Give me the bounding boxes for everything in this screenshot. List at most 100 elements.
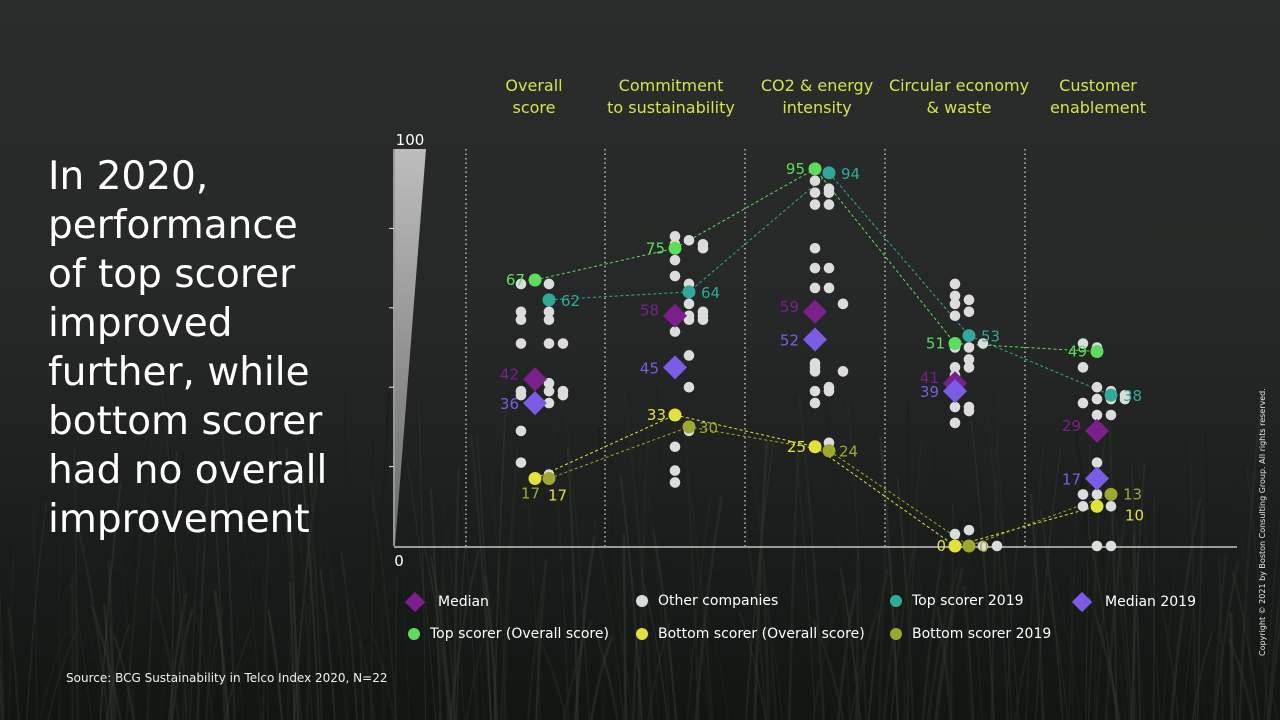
- label-median-0: 42: [500, 365, 519, 383]
- label-median-4: 29: [1062, 417, 1081, 435]
- legend-label: Top scorer (Overall score): [430, 626, 609, 642]
- point-bottom-1: [668, 408, 682, 422]
- column-header-customer-enablement: Customer enablement: [1049, 76, 1147, 117]
- other-company-point: [949, 298, 961, 310]
- other-company-point: [1077, 338, 1089, 349]
- other-company-point: [1105, 540, 1117, 552]
- other-company-point: [823, 385, 835, 397]
- other-company-point: [809, 199, 821, 210]
- point-top-2019-4: [1104, 388, 1118, 402]
- other-company-point: [543, 385, 555, 397]
- label-median-2019-4: 17: [1062, 471, 1081, 489]
- other-company-point: [1091, 489, 1103, 500]
- diamond-icon: [1071, 591, 1093, 613]
- column-header-co2-energy: CO2 & energy intensity: [760, 76, 874, 117]
- other-company-point: [515, 425, 527, 437]
- label-bottom-1: 33: [647, 406, 666, 424]
- other-company-point: [543, 338, 555, 349]
- series-line-top_2019: [548, 172, 1112, 396]
- other-company-point: [809, 242, 821, 254]
- other-company-point: [1091, 540, 1103, 552]
- point-bottom-2019-2: [822, 444, 836, 458]
- other-company-point: [809, 282, 821, 294]
- scale-wedge: [395, 149, 426, 546]
- other-company-point: [949, 290, 961, 302]
- point-top-2019-2: [822, 166, 836, 180]
- other-company-point: [837, 298, 849, 310]
- point-top-2019-0: [542, 293, 556, 307]
- point-top-1: [668, 241, 682, 255]
- other-company-point: [991, 540, 1003, 552]
- other-company-point: [543, 306, 555, 318]
- point-top-3: [948, 337, 962, 351]
- legend-item-bottom-2019: Bottom scorer 2019: [890, 626, 1051, 642]
- label-bottom-2: 25: [787, 438, 806, 456]
- other-company-point: [963, 294, 975, 306]
- other-company-point: [669, 231, 681, 242]
- point-median-1: [663, 303, 687, 328]
- other-company-point: [809, 262, 821, 274]
- other-company-point: [515, 278, 527, 290]
- other-company-point: [1119, 393, 1131, 405]
- other-company-point: [949, 278, 961, 290]
- label-bottom-3: 0: [936, 537, 946, 555]
- series-line-bottom: [534, 414, 1098, 547]
- other-company-point: [1091, 409, 1103, 421]
- column-header-overall-score: Overall score: [505, 76, 563, 117]
- label-top-3: 51: [926, 335, 945, 353]
- other-company-point: [1077, 397, 1089, 409]
- point-bottom-2: [808, 440, 822, 454]
- label-top-2019-3: 53: [981, 328, 1000, 346]
- label-top-1: 75: [646, 239, 665, 257]
- other-company-point: [949, 310, 961, 322]
- other-company-point: [557, 389, 569, 401]
- headline: In 2020, performance of top scorer impro…: [48, 154, 328, 542]
- label-top-4: 49: [1068, 342, 1087, 360]
- other-company-point: [949, 528, 961, 540]
- point-bottom-4: [1090, 499, 1104, 513]
- legend-item-bottom: Bottom scorer (Overall score): [636, 626, 865, 642]
- point-median-4: [1085, 418, 1109, 443]
- other-company-point: [963, 524, 975, 536]
- other-company-point: [977, 338, 989, 349]
- other-company-point: [823, 199, 835, 210]
- other-company-point: [683, 314, 695, 326]
- legend-label: Other companies: [658, 593, 779, 609]
- label-median-2019-3: 39: [920, 383, 939, 401]
- label-bottom-2019-1: 30: [699, 419, 718, 437]
- legend-label: Bottom scorer (Overall score): [658, 626, 865, 642]
- other-company-point: [809, 175, 821, 187]
- point-median-2019-1: [663, 355, 687, 380]
- other-company-point: [1105, 409, 1117, 421]
- other-company-point: [683, 298, 695, 310]
- label-median-2: 59: [780, 298, 799, 316]
- other-company-point: [543, 397, 555, 409]
- legend-label: Median: [438, 594, 489, 610]
- label-median-3: 41: [920, 369, 939, 387]
- other-company-point: [557, 338, 569, 349]
- label-top-2019-0: 62: [561, 292, 580, 310]
- source-note: Source: BCG Sustainability in Telco Inde…: [66, 671, 388, 685]
- other-company-point: [823, 187, 835, 198]
- other-company-point: [963, 342, 975, 353]
- other-company-point: [809, 397, 821, 409]
- other-company-point: [669, 326, 681, 337]
- other-company-point: [963, 362, 975, 373]
- y-tick-label-max: 100: [396, 131, 425, 149]
- label-top-2019-4: 38: [1123, 387, 1142, 405]
- other-company-point: [515, 306, 527, 318]
- other-company-point: [1077, 501, 1089, 512]
- legend-label: Bottom scorer 2019: [912, 626, 1052, 642]
- legend-item-top: Top scorer (Overall score): [408, 626, 609, 642]
- y-tick-label-min: 0: [394, 552, 404, 570]
- legend-item-other: Other companies: [636, 593, 778, 609]
- circle-icon: [408, 628, 420, 640]
- circle-icon: [890, 595, 902, 607]
- point-bottom-2019-1: [682, 420, 696, 434]
- other-company-point: [669, 477, 681, 488]
- other-company-point: [809, 187, 821, 198]
- other-company-point: [963, 306, 975, 318]
- point-bottom-2019-4: [1104, 487, 1118, 501]
